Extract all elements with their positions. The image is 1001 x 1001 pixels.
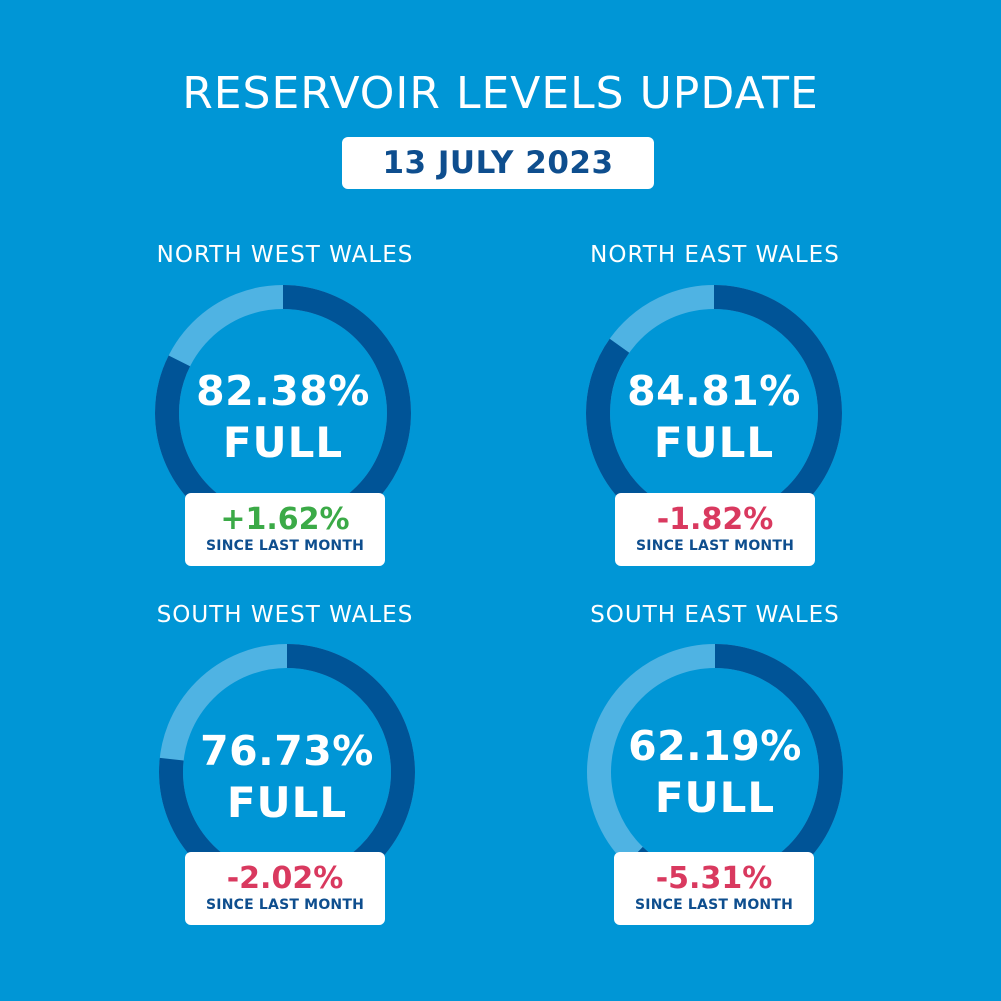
change-badge: +1.62% SINCE LAST MONTH bbox=[185, 493, 385, 566]
percent-full-value: 84.81% bbox=[627, 367, 801, 415]
gauge-center-text: 84.81% FULL bbox=[586, 365, 842, 469]
region-name: SOUTH EAST WALES bbox=[590, 602, 840, 628]
since-last-month-label: SINCE LAST MONTH bbox=[636, 538, 794, 554]
region-name: SOUTH WEST WALES bbox=[156, 602, 414, 628]
since-last-month-label: SINCE LAST MONTH bbox=[206, 897, 364, 913]
full-label: FULL bbox=[654, 773, 776, 822]
region-name: NORTH WEST WALES bbox=[156, 242, 414, 268]
change-value: -1.82% bbox=[656, 502, 774, 537]
since-last-month-label: SINCE LAST MONTH bbox=[206, 538, 364, 554]
region-panel-south-west: SOUTH WEST WALES 76.73% FULL -2.02% SINC… bbox=[125, 600, 445, 960]
full-label: FULL bbox=[222, 418, 344, 467]
gauge-center-text: 62.19% FULL bbox=[587, 720, 843, 824]
full-label: FULL bbox=[653, 418, 775, 467]
change-badge: -2.02% SINCE LAST MONTH bbox=[185, 852, 385, 925]
region-panel-north-west: NORTH WEST WALES 82.38% FULL +1.62% SINC… bbox=[125, 240, 445, 600]
gauge-center-text: 82.38% FULL bbox=[155, 365, 411, 469]
percent-full-value: 82.38% bbox=[196, 367, 370, 415]
gauge-center-text: 76.73% FULL bbox=[159, 725, 415, 829]
region-name: NORTH EAST WALES bbox=[590, 242, 840, 268]
page-title: RESERVOIR LEVELS UPDATE bbox=[182, 68, 819, 119]
percent-full-value: 62.19% bbox=[628, 722, 802, 770]
region-panel-north-east: NORTH EAST WALES 84.81% FULL -1.82% SINC… bbox=[555, 240, 875, 600]
full-label: FULL bbox=[226, 778, 348, 827]
change-value: -5.31% bbox=[655, 861, 773, 896]
change-value: -2.02% bbox=[226, 861, 344, 896]
percent-full-value: 76.73% bbox=[200, 727, 374, 775]
region-panel-south-east: SOUTH EAST WALES 62.19% FULL -5.31% SINC… bbox=[555, 600, 875, 960]
date-badge: 13 JULY 2023 bbox=[342, 137, 654, 189]
change-badge: -5.31% SINCE LAST MONTH bbox=[614, 852, 814, 925]
change-badge: -1.82% SINCE LAST MONTH bbox=[615, 493, 815, 566]
since-last-month-label: SINCE LAST MONTH bbox=[635, 897, 793, 913]
date-text: 13 JULY 2023 bbox=[382, 145, 614, 181]
change-value: +1.62% bbox=[220, 502, 350, 537]
